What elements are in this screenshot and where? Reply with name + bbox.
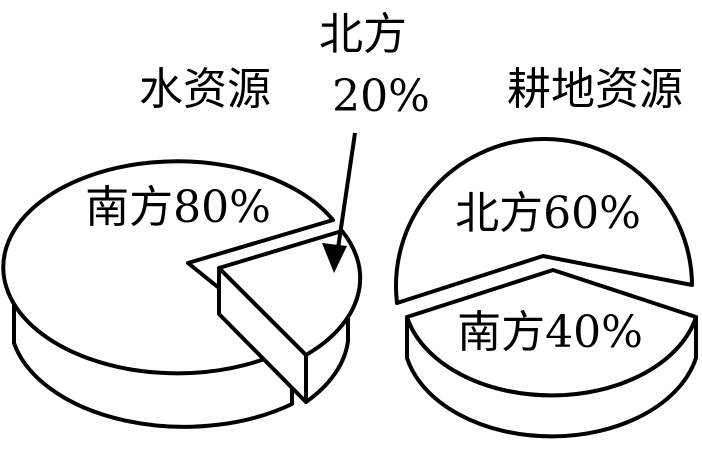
cropland-chart-title: 耕地资源 bbox=[507, 64, 683, 115]
water-slice-north-value-label: 20% bbox=[332, 71, 430, 122]
cropland-slice-south-label: 南方40% bbox=[457, 307, 643, 358]
water-callout-arrow-line bbox=[334, 132, 357, 263]
water-chart-title: 水资源 bbox=[139, 64, 271, 115]
cropland-slice-north-label: 北方60% bbox=[455, 188, 641, 239]
cropland-resources-chart: 耕地资源 北方60% 南方40% bbox=[394, 64, 698, 439]
water-slice-north-label: 北方 bbox=[319, 9, 407, 60]
water-resources-chart: 水资源 南方80% 北方 20% bbox=[1, 9, 430, 429]
cropland-slice-south bbox=[405, 268, 698, 398]
cropland-slice-north bbox=[394, 136, 694, 305]
water-slice-south-label: 南方80% bbox=[85, 182, 271, 233]
water-slice-north bbox=[217, 229, 363, 357]
water-callout-arrowhead bbox=[322, 243, 347, 273]
